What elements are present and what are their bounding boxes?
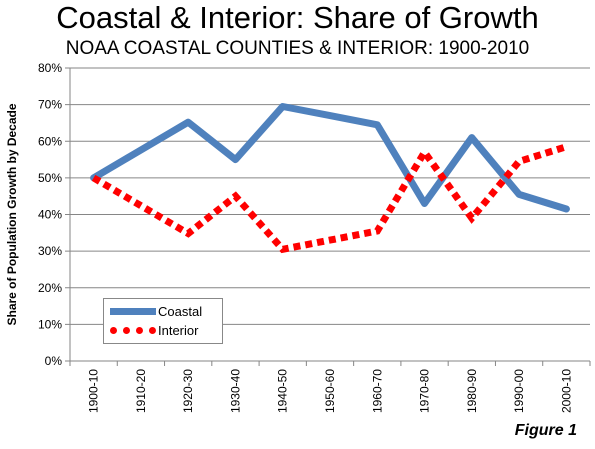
figure-label: Figure 1 <box>514 422 577 439</box>
gridlines <box>70 67 590 325</box>
x-tick-label: 1900-10 <box>87 369 101 413</box>
y-tick-label: 10% <box>38 317 62 331</box>
y-tick-label: 20% <box>38 281 62 295</box>
legend-item-coastal: Coastal <box>110 302 202 320</box>
y-tick-label: 40% <box>38 208 62 222</box>
x-tick-label: 1930-40 <box>228 369 242 413</box>
legend-item-interior: Interior <box>110 321 198 339</box>
x-tick-label: 1980-90 <box>465 369 479 413</box>
x-tick-label: 1910-20 <box>134 369 148 413</box>
x-tick-label: 2000-10 <box>559 369 573 413</box>
legend-label-interior: Interior <box>158 322 199 338</box>
y-tick-label: 0% <box>45 354 63 368</box>
x-tick-label: 1940-50 <box>276 369 290 413</box>
legend-swatch-interior <box>110 326 156 334</box>
legend-label-coastal: Coastal <box>158 303 203 319</box>
x-tick-label: 1920-30 <box>181 369 195 413</box>
y-tick-label: 60% <box>38 134 62 148</box>
x-tick-label: 1960-70 <box>370 369 384 413</box>
y-tick-label: 30% <box>38 244 62 258</box>
chart-title: Coastal & Interior: Share of Growth <box>56 0 539 35</box>
axes <box>65 67 591 366</box>
y-tick-label: 70% <box>38 98 62 112</box>
x-tick-label: 1970-80 <box>418 369 432 413</box>
y-axis-label: Share of Population Growth by Decade <box>5 103 19 325</box>
x-tick-label: 1950-60 <box>323 369 337 413</box>
chart-subtitle: NOAA COASTAL COUNTIES & INTERIOR: 1900-2… <box>65 38 530 59</box>
y-tick-label: 80% <box>38 61 62 75</box>
y-tick-labels: 0% 10% 20% 30% 40% 50% 60% 70% 80% <box>38 61 62 368</box>
legend-swatch-coastal <box>110 307 156 315</box>
x-tick-label: 1990-00 <box>512 369 526 413</box>
x-tick-labels: 1900-10 1910-20 1920-30 1930-40 1940-50 1950-… <box>87 369 574 413</box>
legend: Coastal Interior <box>103 298 223 344</box>
y-tick-label: 50% <box>38 171 62 185</box>
series-lines <box>90 103 570 254</box>
